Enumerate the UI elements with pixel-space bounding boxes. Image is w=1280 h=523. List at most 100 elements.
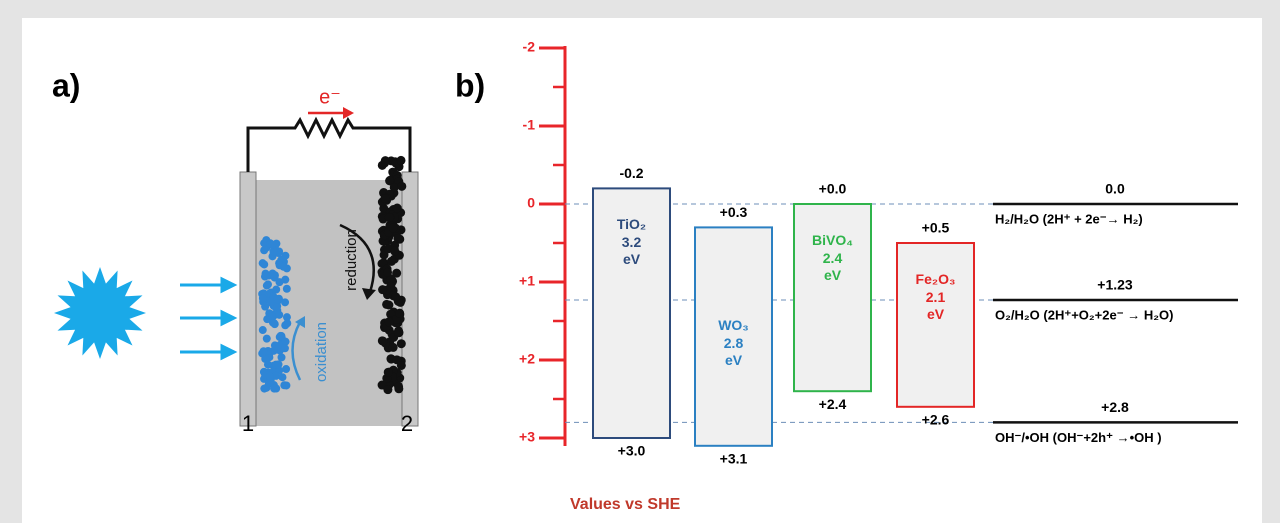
particle: [266, 298, 275, 307]
particle: [280, 344, 289, 353]
reduction-arrow-head: [362, 288, 376, 300]
level-description: O₂/H₂O (2H⁺+O₂+2e⁻ → H₂O): [995, 307, 1173, 322]
sun: [54, 267, 146, 359]
oxidation-arrow-head: [295, 316, 305, 328]
band-gap: 3.2 eV: [621, 234, 642, 268]
electrode-label: 1: [242, 411, 254, 436]
particle: [394, 381, 404, 391]
particle: [278, 373, 287, 382]
particle: [277, 353, 286, 362]
particle: [273, 295, 282, 304]
particle: [386, 256, 396, 266]
particles: [258, 155, 407, 395]
reduction-arrow: [339, 223, 375, 293]
particle: [263, 360, 272, 369]
particle: [281, 275, 290, 284]
particle: [281, 251, 290, 260]
particle: [384, 213, 394, 223]
top-label: +0.5: [922, 220, 950, 236]
particle: [260, 384, 269, 393]
particle: [269, 247, 278, 256]
particle: [388, 223, 398, 233]
y-tick-label: 0: [527, 195, 535, 211]
y-tick-label: +3: [519, 429, 535, 445]
band-bar: [896, 242, 975, 408]
bottom-label: +2.4: [819, 396, 847, 412]
band-gap: 2.4 eV: [822, 250, 843, 283]
particle: [260, 246, 269, 255]
oxidation-label: oxidation: [313, 322, 330, 382]
particle: [396, 155, 406, 165]
particle: [272, 371, 281, 380]
particle: [258, 294, 267, 303]
level-description: H₂/H₂O (2H⁺ + 2e⁻→ H₂): [995, 211, 1143, 226]
particle: [281, 337, 290, 346]
wire: [246, 116, 412, 172]
particle: [378, 336, 388, 346]
electrode: [239, 171, 257, 427]
band-name: Fe₂O₃: [915, 271, 956, 287]
particle: [377, 160, 387, 170]
top-label: +0.3: [720, 204, 748, 220]
particle: [259, 347, 268, 356]
particle: [258, 326, 267, 335]
particle: [274, 360, 283, 369]
particle: [270, 384, 279, 393]
particle: [260, 260, 269, 269]
particle: [394, 327, 404, 337]
particle: [391, 292, 401, 302]
particle: [279, 262, 288, 271]
bottom-label: +3.1: [720, 451, 748, 467]
particle: [281, 321, 290, 330]
y-tick-label: +1: [519, 273, 535, 289]
particle: [395, 308, 405, 318]
particle: [392, 203, 402, 213]
y-tick-label: -1: [523, 117, 536, 133]
particle: [380, 194, 390, 204]
particle: [396, 360, 406, 370]
particle: [392, 268, 402, 278]
top-label: +0.0: [819, 181, 847, 197]
particle: [268, 240, 277, 249]
bottom-label: +2.6: [922, 412, 950, 428]
top-label: -0.2: [619, 165, 643, 181]
level-description: OH⁻/•OH (OH⁻+2h⁺ →•OH ): [995, 430, 1162, 445]
particle: [262, 281, 271, 290]
electron-arrow-head: [343, 107, 354, 119]
particle: [393, 233, 403, 243]
particle: [282, 284, 291, 293]
band-name: BiVO₄: [812, 232, 853, 248]
level-label: +1.23: [1097, 277, 1133, 293]
panel-label: b): [455, 67, 485, 103]
particle: [383, 385, 393, 395]
reduction-label: reduction: [343, 229, 360, 291]
particle: [268, 312, 277, 321]
particle: [378, 285, 388, 295]
particle: [282, 365, 291, 374]
particle: [397, 181, 407, 191]
particle: [276, 331, 285, 340]
light-arrows: [180, 276, 238, 361]
particle: [275, 310, 284, 319]
particle: [268, 269, 277, 278]
oxidation-arrow: [291, 321, 302, 381]
particle: [390, 246, 400, 256]
y-tick-label: -2: [523, 39, 536, 55]
particle: [280, 381, 289, 390]
particle: [384, 317, 394, 327]
band-gap: 2.1 eV: [925, 289, 946, 322]
bottom-label: +3.0: [618, 443, 646, 459]
particle: [396, 339, 406, 349]
axis-label: Values vs SHE: [570, 496, 681, 513]
y-tick-label: +2: [519, 351, 535, 367]
particle: [385, 176, 395, 186]
band-gap: 2.8 eV: [723, 335, 744, 369]
band-bar: [793, 203, 872, 393]
particle: [389, 182, 399, 192]
panel-label: a): [52, 67, 80, 103]
particle: [383, 367, 393, 377]
particle: [384, 300, 394, 310]
band-name: WO₃: [718, 317, 749, 334]
